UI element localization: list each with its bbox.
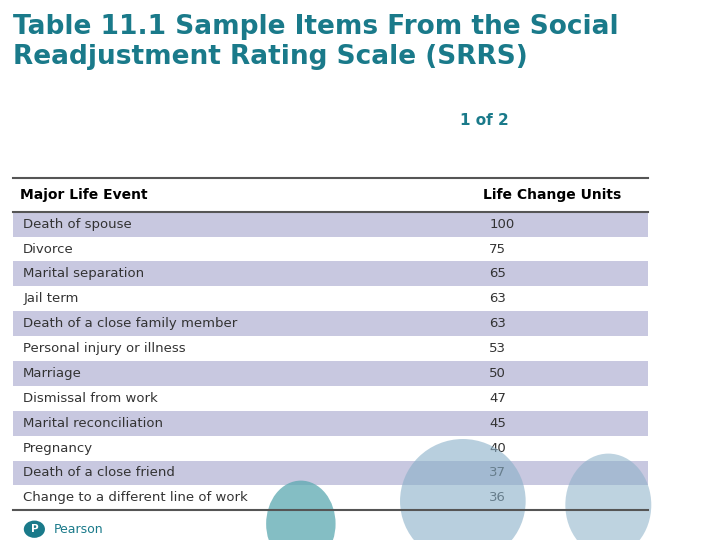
Bar [13, 411, 648, 436]
Text: Dismissal from work: Dismissal from work [23, 392, 158, 405]
Text: Death of a close family member: Death of a close family member [23, 317, 238, 330]
Text: 63: 63 [490, 317, 506, 330]
Text: Personal injury or illness: Personal injury or illness [23, 342, 186, 355]
Text: Death of spouse: Death of spouse [23, 218, 132, 231]
Bar [13, 461, 648, 485]
Text: 40: 40 [490, 442, 506, 455]
Bar [13, 311, 648, 336]
Text: Life Change Units: Life Change Units [482, 188, 621, 202]
Text: Change to a different line of work: Change to a different line of work [23, 491, 248, 504]
Ellipse shape [565, 454, 652, 540]
Text: Death of a close friend: Death of a close friend [23, 467, 175, 480]
Text: 53: 53 [490, 342, 506, 355]
Text: 50: 50 [490, 367, 506, 380]
Text: 63: 63 [490, 292, 506, 305]
Text: Marriage: Marriage [23, 367, 82, 380]
Text: Major Life Event: Major Life Event [20, 188, 148, 202]
Text: 65: 65 [490, 267, 506, 280]
Text: 75: 75 [490, 242, 506, 255]
Text: 36: 36 [490, 491, 506, 504]
Text: 45: 45 [490, 417, 506, 430]
Text: 47: 47 [490, 392, 506, 405]
Text: Table 11.1 Sample Items From the Social
Readjustment Rating Scale (SRRS): Table 11.1 Sample Items From the Social … [13, 14, 619, 71]
Text: 37: 37 [490, 467, 506, 480]
Text: 1 of 2: 1 of 2 [459, 113, 508, 129]
Text: Marital reconciliation: Marital reconciliation [23, 417, 163, 430]
Text: Jail term: Jail term [23, 292, 78, 305]
Ellipse shape [400, 439, 526, 540]
Bar [13, 261, 648, 286]
Text: 100: 100 [490, 218, 515, 231]
Text: Divorce: Divorce [23, 242, 74, 255]
Ellipse shape [266, 481, 336, 540]
Bar [13, 212, 648, 237]
Bar [13, 361, 648, 386]
Text: Pearson: Pearson [54, 523, 104, 536]
Text: P: P [30, 524, 38, 534]
Text: Marital separation: Marital separation [23, 267, 144, 280]
Text: Pregnancy: Pregnancy [23, 442, 94, 455]
Circle shape [24, 521, 45, 538]
